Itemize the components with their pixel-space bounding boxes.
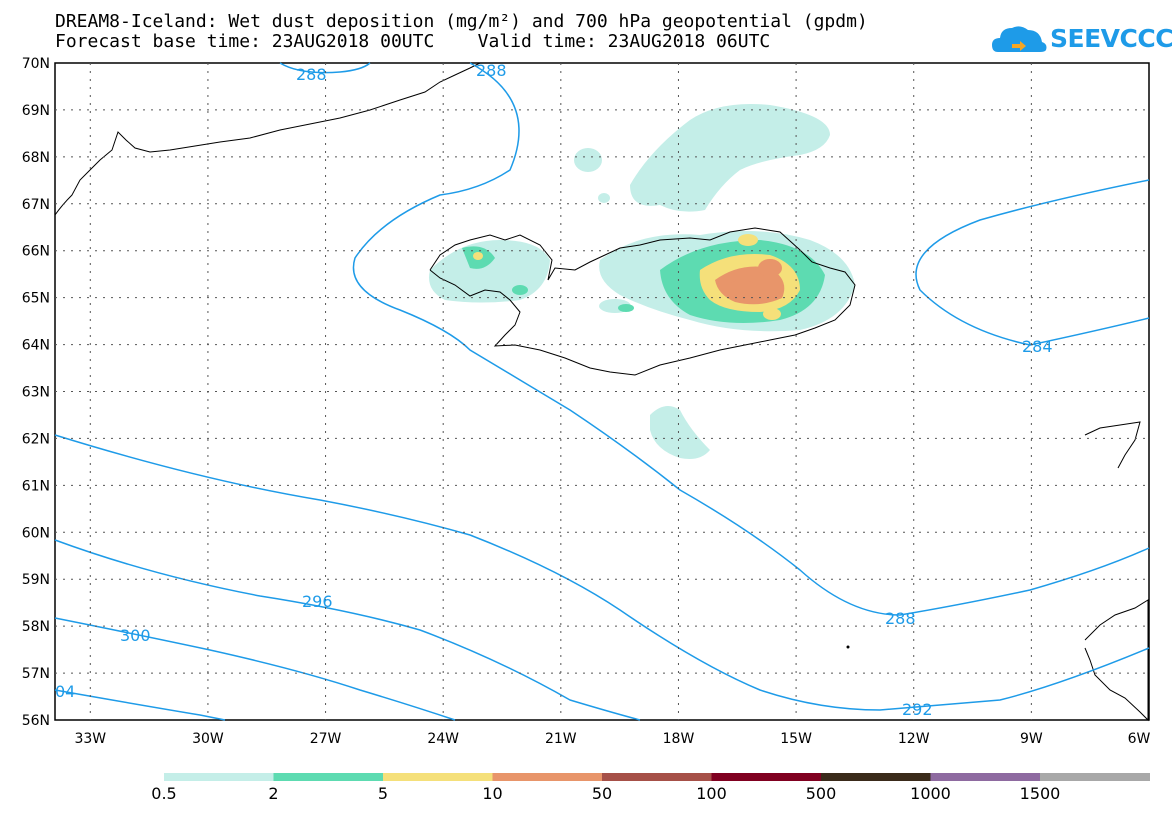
colorbar-label: 2 [268, 784, 279, 803]
contour-304 [54, 689, 226, 721]
contour-300 [54, 617, 456, 721]
lat-label: 57N [22, 666, 50, 682]
iceland-coast [429, 227, 856, 376]
small-island [846, 645, 850, 649]
contour-label: 288 [296, 65, 327, 84]
map-title: DREAM8-Iceland: Wet dust deposition (mg/… [55, 11, 868, 32]
lat-label: 60N [22, 525, 50, 541]
colorbar-label: 500 [805, 784, 837, 803]
contour-296 [54, 539, 641, 721]
dust-area-north [630, 104, 830, 212]
contour-label: 292 [902, 700, 933, 719]
lat-label: 62N [22, 431, 50, 447]
contour-label: 296 [302, 592, 333, 611]
lon-label: 12W [898, 731, 930, 747]
grid-lines [55, 63, 1149, 720]
lat-label: 66N [22, 244, 50, 260]
colorbar-swatch [821, 773, 931, 781]
contour-label: 300 [120, 626, 151, 645]
lat-labels: 70N 69N 68N 67N 66N 65N 64N 63N 62N 61N 60N 59N 58N 5… [22, 56, 50, 729]
lat-label: 67N [22, 197, 50, 213]
lat-label: 59N [22, 572, 50, 588]
lat-label: 56N [22, 713, 50, 729]
colorbar-swatch [711, 773, 822, 781]
contour-label: 04 [55, 682, 75, 701]
colorbar-label: 1500 [1019, 784, 1061, 803]
contour-292 [54, 434, 1150, 711]
lon-labels: 33W 30W 27W 24W 21W 18W 15W 12W 9W 6W [74, 731, 1150, 747]
colorbar-swatch [492, 773, 603, 781]
colorbar-swatch [1040, 773, 1150, 781]
lat-label: 65N [22, 291, 50, 307]
colorbar [164, 773, 1150, 781]
lon-label: 24W [427, 731, 459, 747]
lat-label: 58N [22, 619, 50, 635]
lon-label: 21W [545, 731, 577, 747]
dust-area-west-4 [512, 285, 528, 295]
dust-area-small-5 [763, 308, 781, 320]
dust-area-small-4 [618, 304, 634, 312]
contour-label: 288 [885, 609, 916, 628]
colorbar-label: 50 [591, 784, 613, 803]
contour-288-west [352, 62, 1150, 616]
dust-area-small-1 [574, 148, 602, 172]
dust-area-south [650, 406, 710, 459]
colorbar-swatch [602, 773, 712, 781]
lon-label: 18W [663, 731, 695, 747]
lon-label: 15W [780, 731, 812, 747]
logo-text: SEEVCCC [1050, 24, 1174, 53]
colorbar-swatch [383, 773, 493, 781]
lat-label: 70N [22, 56, 50, 72]
lat-label: 64N [22, 338, 50, 354]
geopotential-contours [54, 62, 1150, 721]
dust-area-east-5 [726, 280, 758, 300]
lon-label: 30W [192, 731, 224, 747]
colorbar-label: 1000 [910, 784, 951, 803]
dust-deposition-shading [429, 104, 855, 459]
lat-label: 63N [22, 385, 50, 401]
dust-area-west-3 [473, 252, 483, 260]
colorbar-label: 10 [482, 784, 503, 803]
lat-label: 69N [22, 103, 50, 119]
colorbar-swatch [930, 773, 1041, 781]
faroe-coast [1084, 421, 1141, 469]
dust-area-small-6 [738, 234, 758, 246]
colorbar-label: 100 [696, 784, 727, 803]
map-subtitle: Forecast base time: 23AUG2018 00UTC Vali… [55, 31, 771, 52]
contour-label-group: 288 288 284 296 300 288 292 04 [55, 61, 1053, 719]
scotland-coast [1084, 599, 1149, 722]
contour-288-north [279, 62, 371, 74]
colorbar-label: 0.5 [151, 784, 177, 803]
lon-label: 27W [310, 731, 342, 747]
colorbar-label: 5 [377, 784, 389, 803]
contour-label: 284 [1022, 337, 1053, 356]
colorbar-swatch [164, 773, 274, 781]
lon-label: 9W [1020, 731, 1043, 747]
lon-label: 33W [74, 731, 106, 747]
dust-area-small-2 [598, 193, 610, 203]
lon-label: 6W [1128, 731, 1151, 747]
map-frame [54, 62, 1150, 721]
lat-label: 68N [22, 150, 50, 166]
contour-label: 288 [476, 61, 507, 80]
colorbar-swatch [273, 773, 384, 781]
dust-area-east-6 [758, 259, 782, 277]
lat-label: 61N [22, 478, 50, 494]
cloud-icon [992, 26, 1047, 52]
